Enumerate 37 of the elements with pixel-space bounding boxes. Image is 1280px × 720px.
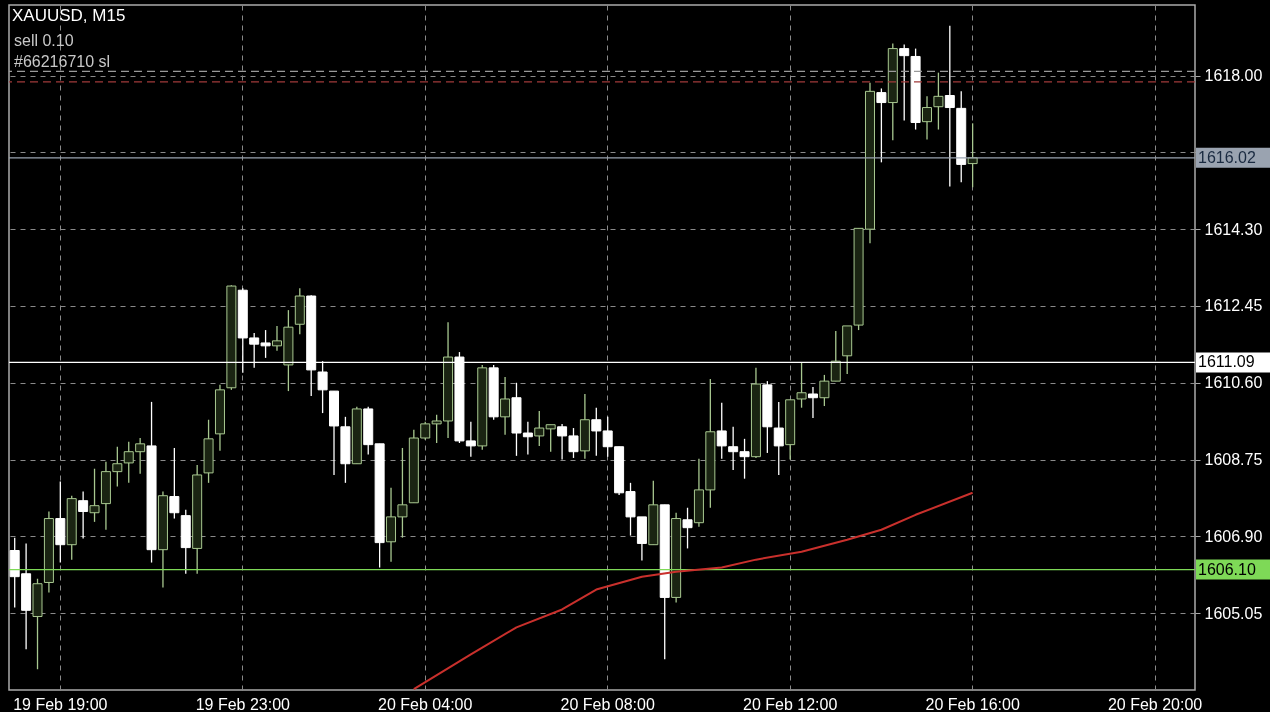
candlestick (169, 447, 180, 520)
candlestick (967, 122, 978, 188)
chart-title: XAUUSD, M15 (12, 6, 126, 25)
y-tick-label: 1605.05 (1204, 604, 1263, 622)
ref-line-label: #66216710 sl (14, 52, 111, 70)
x-tick-label: 20 Feb 12:00 (743, 695, 838, 713)
candlestick (78, 490, 89, 540)
candlestick (89, 468, 100, 523)
ref-line-label: 1616.02 (1198, 148, 1256, 166)
x-tick-label: 20 Feb 04:00 (378, 695, 473, 713)
candlestick (899, 43, 910, 122)
candlestick (807, 386, 818, 419)
x-tick-label: 20 Feb 20:00 (1107, 695, 1203, 713)
y-tick-label: 1610.60 (1204, 374, 1263, 392)
candlestick (876, 87, 887, 163)
candlestick (545, 424, 556, 453)
y-tick-label: 1606.90 (1204, 527, 1263, 545)
ref-line-label: sell 0.10 (14, 32, 74, 50)
candlestick (591, 407, 602, 457)
line-series (412, 491, 974, 691)
candlestick (534, 410, 545, 447)
candlestick (922, 95, 933, 141)
ref-line-label: 1606.10 (1198, 560, 1256, 578)
x-tick-label: 19 Feb 19:00 (13, 695, 108, 713)
candlestick (933, 72, 944, 131)
x-tick-label: 20 Feb 08:00 (560, 695, 655, 713)
candlestick (500, 376, 511, 436)
y-tick-label: 1608.75 (1204, 451, 1263, 469)
candlestick (682, 507, 693, 550)
ref-line-label: 1611.09 (1198, 353, 1255, 371)
x-tick-label: 19 Feb 23:00 (195, 695, 291, 713)
x-tick-label: 20 Feb 16:00 (925, 695, 1020, 713)
y-tick-label: 1614.30 (1204, 220, 1263, 238)
y-tick-label: 1612.45 (1204, 297, 1263, 315)
candlestick (773, 401, 784, 476)
y-tick-label: 1618.00 (1204, 67, 1263, 85)
candlestick (944, 25, 955, 188)
